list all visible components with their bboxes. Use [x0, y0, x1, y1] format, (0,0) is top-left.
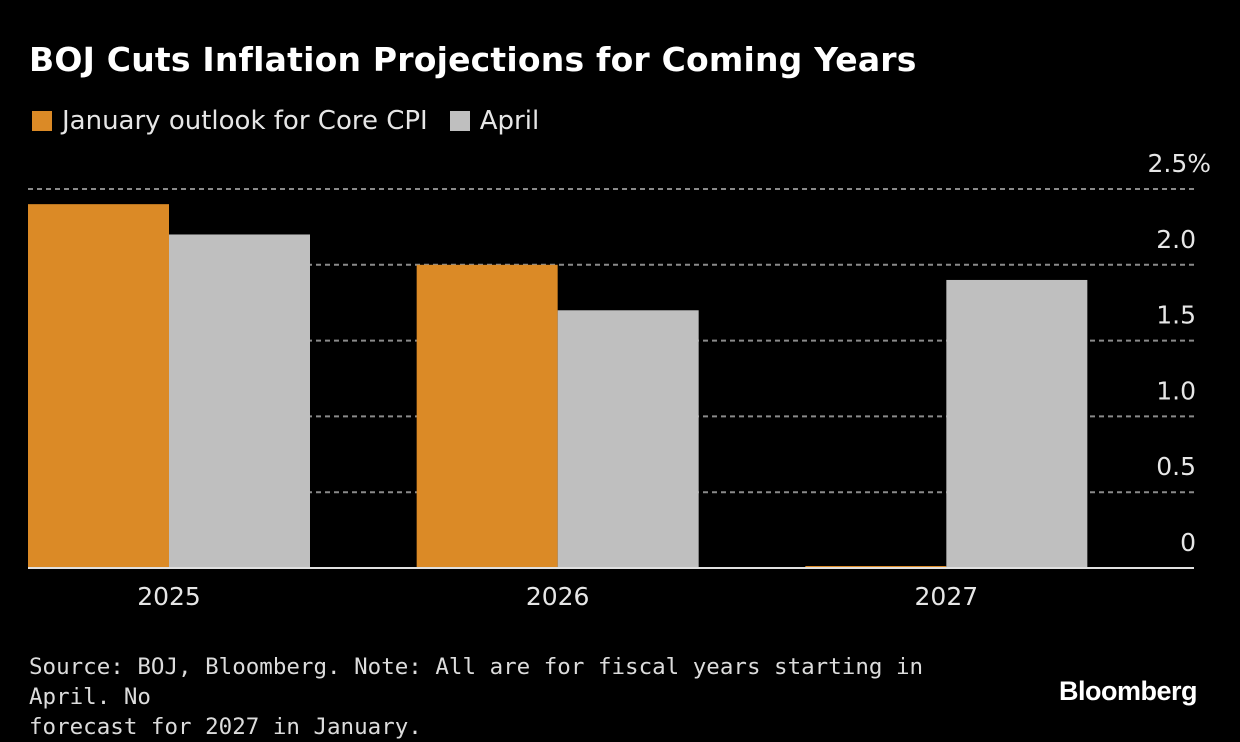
source-note: Source: BOJ, Bloomberg. Note: All are fo… [29, 652, 989, 742]
bloomberg-logo: Bloomberg [1059, 676, 1198, 706]
bar-april-2027 [946, 279, 1088, 568]
source-line-2: forecast for 2027 in January. [29, 714, 422, 740]
bar-january-2026 [416, 264, 558, 568]
x-tick-label: 2027 [915, 582, 979, 611]
x-tick-label: 2026 [526, 582, 590, 611]
legend-swatch-april [449, 111, 470, 131]
y-tick-label: 0 [1180, 528, 1196, 557]
chart-title: BOJ Cuts Inflation Projections for Comin… [29, 40, 917, 79]
bar-april-2025 [169, 234, 310, 569]
legend-label-april: April [479, 106, 540, 136]
legend-swatch-january [32, 111, 52, 131]
legend-item-january: January outlook for Core CPI [32, 106, 428, 136]
bar-april-2026 [557, 310, 699, 568]
legend: January outlook for Core CPI April [32, 106, 561, 136]
source-line-1: Source: BOJ, Bloomberg. Note: All are fo… [29, 654, 924, 710]
y-tick-label: 2.5% [1147, 149, 1211, 178]
y-tick-label: 2.0 [1156, 225, 1196, 254]
legend-item-april: April [449, 106, 540, 136]
bar-january-2025 [28, 204, 169, 568]
y-tick-label: 1.5 [1156, 301, 1196, 330]
y-tick-label: 0.5 [1156, 452, 1196, 481]
legend-label-january: January outlook for Core CPI [62, 106, 428, 136]
x-tick-label: 2025 [137, 582, 201, 611]
y-tick-label: 1.0 [1156, 376, 1196, 405]
